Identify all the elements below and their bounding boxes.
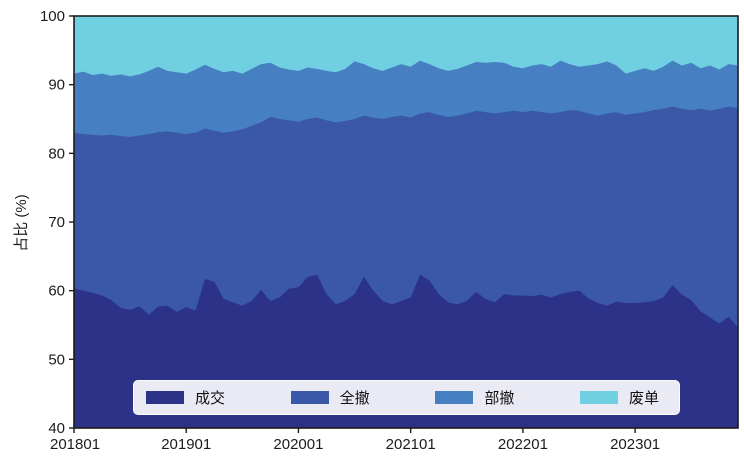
legend-item-0: 成交 (146, 387, 225, 408)
x-tick-label: 202101 (386, 436, 436, 453)
legend-label: 全撤 (339, 390, 370, 407)
y-tick-label: 50 (48, 351, 65, 368)
y-tick-label: 90 (48, 77, 65, 94)
x-tick-label: 201801 (50, 436, 100, 453)
x-tick-label: 202301 (610, 436, 660, 453)
y-axis-title: 占比 (%) (13, 194, 30, 252)
x-tick-label: 202001 (273, 436, 323, 453)
legend-item-2: 部撤 (435, 387, 514, 408)
legend-swatch-icon (435, 391, 474, 404)
x-tick-label: 201901 (161, 436, 211, 453)
y-tick-label: 80 (48, 145, 65, 162)
legend-label: 废单 (628, 390, 659, 407)
x-tick-label: 202201 (498, 436, 548, 453)
chart-legend: 成交 全撤 部撤 废单 (133, 380, 680, 415)
legend-swatch-icon (146, 391, 184, 404)
legend-swatch-icon (579, 391, 618, 404)
y-tick-label: 60 (48, 283, 65, 300)
legend-item-3: 废单 (579, 387, 659, 408)
legend-label: 部撤 (484, 390, 515, 407)
y-tick-label: 40 (48, 420, 65, 437)
legend-item-1: 全撤 (290, 387, 370, 408)
legend-label: 成交 (195, 390, 226, 407)
y-tick-label: 70 (48, 214, 65, 231)
y-tick-label: 100 (40, 8, 65, 25)
legend-swatch-icon (290, 391, 329, 404)
